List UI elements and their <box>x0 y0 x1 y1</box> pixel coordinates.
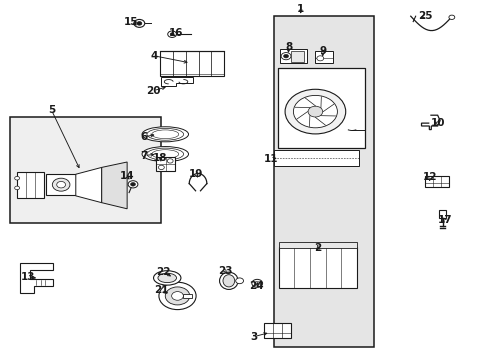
Bar <box>46 174 76 195</box>
Circle shape <box>130 183 135 186</box>
Ellipse shape <box>151 150 179 158</box>
Circle shape <box>448 15 454 19</box>
Circle shape <box>307 106 322 117</box>
Circle shape <box>235 278 243 284</box>
Ellipse shape <box>146 129 183 140</box>
Text: 13: 13 <box>21 272 36 282</box>
Bar <box>160 51 224 76</box>
Ellipse shape <box>223 275 234 287</box>
Circle shape <box>293 95 337 128</box>
Bar <box>277 68 364 148</box>
Bar <box>314 51 333 63</box>
Circle shape <box>254 282 259 285</box>
Text: 16: 16 <box>168 28 183 38</box>
Text: 15: 15 <box>123 17 138 27</box>
Text: 23: 23 <box>217 266 232 276</box>
Text: 22: 22 <box>156 267 171 277</box>
Circle shape <box>128 181 138 188</box>
Text: 4: 4 <box>150 51 158 61</box>
Bar <box>291 51 304 62</box>
Circle shape <box>316 56 323 61</box>
Bar <box>183 294 192 298</box>
Circle shape <box>15 176 20 180</box>
Circle shape <box>170 33 174 36</box>
Circle shape <box>167 159 173 163</box>
Text: 24: 24 <box>249 281 264 291</box>
Circle shape <box>134 19 144 27</box>
Circle shape <box>281 53 290 60</box>
Circle shape <box>285 89 345 134</box>
Text: 6: 6 <box>141 132 147 142</box>
Bar <box>438 210 445 218</box>
Text: 18: 18 <box>153 153 167 163</box>
Circle shape <box>159 282 196 310</box>
Text: 12: 12 <box>422 172 437 182</box>
Text: 5: 5 <box>48 105 55 115</box>
Circle shape <box>137 22 142 25</box>
Text: 25: 25 <box>417 11 432 21</box>
Ellipse shape <box>142 127 188 142</box>
Bar <box>273 16 373 347</box>
Text: 9: 9 <box>319 46 325 56</box>
Circle shape <box>171 292 183 300</box>
Text: 10: 10 <box>429 118 444 128</box>
Ellipse shape <box>142 147 188 162</box>
Bar <box>156 157 175 171</box>
Polygon shape <box>161 77 193 86</box>
Bar <box>278 247 356 288</box>
Text: 2: 2 <box>314 243 321 253</box>
Text: 19: 19 <box>188 168 203 179</box>
Circle shape <box>251 279 262 287</box>
Circle shape <box>167 31 176 37</box>
Circle shape <box>158 165 164 170</box>
Ellipse shape <box>153 271 181 285</box>
Bar <box>273 150 359 166</box>
Text: 11: 11 <box>264 154 278 164</box>
Bar <box>279 49 306 63</box>
Circle shape <box>165 287 189 305</box>
Polygon shape <box>20 263 53 293</box>
Ellipse shape <box>219 272 238 289</box>
Text: 3: 3 <box>250 332 257 342</box>
Text: 20: 20 <box>145 86 160 96</box>
Bar <box>264 323 290 338</box>
Ellipse shape <box>146 148 183 160</box>
Bar <box>425 176 448 187</box>
Text: 1: 1 <box>297 4 304 14</box>
Circle shape <box>52 178 70 191</box>
Bar <box>10 117 161 223</box>
Polygon shape <box>76 167 102 203</box>
Text: 7: 7 <box>140 150 148 161</box>
Text: 21: 21 <box>154 285 168 295</box>
Ellipse shape <box>151 130 179 139</box>
Bar <box>17 172 44 198</box>
Circle shape <box>15 186 20 190</box>
Bar <box>278 242 356 248</box>
Ellipse shape <box>158 273 176 283</box>
Circle shape <box>283 54 288 58</box>
Polygon shape <box>102 162 127 209</box>
Text: 14: 14 <box>120 171 134 181</box>
Circle shape <box>57 181 65 188</box>
Text: 8: 8 <box>285 42 291 52</box>
Text: 17: 17 <box>437 215 451 225</box>
